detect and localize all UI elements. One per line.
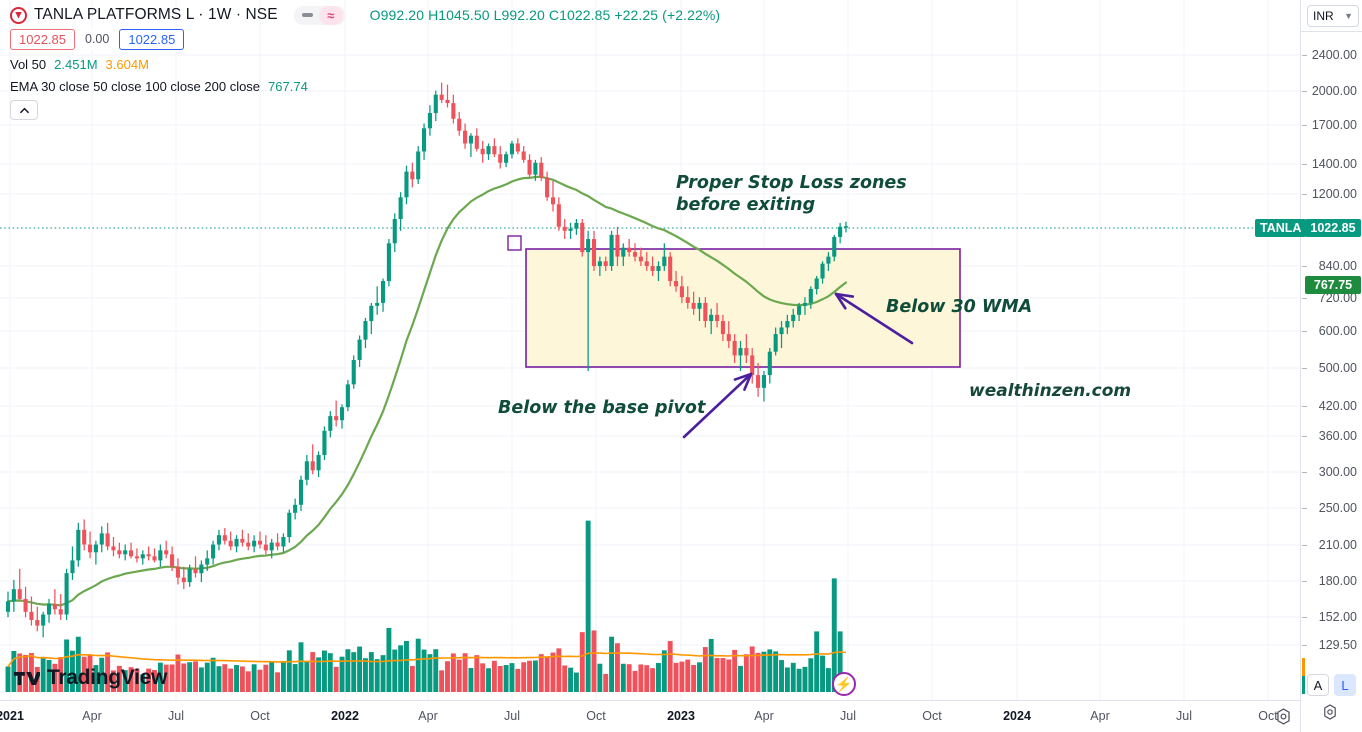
price-tick-mark — [1302, 472, 1307, 473]
price-tick-label: 500.00 — [1318, 361, 1357, 375]
price-scale[interactable]: INR ▼ 2400.00 2000.00 1700.00 1400.00 1200.0… — [1255, 0, 1362, 732]
price-scale-settings-icon[interactable] — [1322, 704, 1338, 720]
ema-price-tag: 767.75 — [1305, 276, 1361, 294]
time-tick-label: Oct — [922, 709, 942, 723]
price-tick-mark — [1302, 298, 1307, 299]
chart-canvas[interactable] — [0, 0, 1300, 700]
price-tick-mark — [1302, 194, 1307, 195]
time-scale[interactable]: 2021 Apr Jul Oct 2022 Apr Jul Oct 2023 Apr Jul Oct 2… — [0, 700, 1300, 732]
volume-series[interactable] — [5, 520, 849, 692]
price-tick-label: 720.00 — [1318, 291, 1357, 305]
replay-lightning-icon[interactable]: ⚡ — [832, 672, 856, 696]
below-base-pivot-arrow[interactable] — [682, 372, 753, 439]
tradingview-logo-text: TradingView — [47, 666, 168, 689]
below-30-wma-arrow[interactable] — [834, 292, 914, 345]
time-tick-label: 2023 — [667, 709, 695, 723]
price-tick-mark — [1302, 91, 1307, 92]
currency-selector[interactable]: INR ▼ — [1307, 5, 1359, 27]
collapse-legend-button[interactable] — [10, 100, 38, 120]
candlestick-series[interactable] — [5, 82, 849, 638]
time-tick-label: 2024 — [1003, 709, 1031, 723]
time-tick-label: Jul — [1176, 709, 1192, 723]
current-price-tag: 1022.85 — [1305, 219, 1361, 237]
scale-mode-buttons[interactable]: A L — [1307, 674, 1356, 696]
time-scale-settings-icon[interactable] — [1275, 708, 1292, 725]
time-tick-label: Oct — [250, 709, 270, 723]
below-30-wma-note: Below 30 WMA — [886, 297, 1033, 317]
price-tick-mark — [1302, 266, 1307, 267]
time-tick-label: Jul — [168, 709, 184, 723]
chevron-down-icon: ▼ — [1344, 11, 1353, 21]
time-tick-label: Jul — [504, 709, 520, 723]
price-tick-label: 129.50 — [1318, 638, 1357, 652]
below-base-pivot-note: Below the base pivot — [498, 398, 706, 418]
entry-marker-box[interactable] — [507, 235, 522, 251]
price-tick-mark — [1302, 125, 1307, 126]
log-scale-button[interactable]: L — [1334, 674, 1356, 696]
time-tick-label: Oct — [1258, 709, 1278, 723]
price-tick-label: 420.00 — [1318, 399, 1357, 413]
price-tick-mark — [1302, 368, 1307, 369]
price-tick-mark — [1302, 164, 1307, 165]
stop-loss-note: Proper Stop Loss zones before exiting — [676, 173, 907, 216]
currency-label: INR — [1313, 9, 1334, 23]
price-tick-mark — [1302, 55, 1307, 56]
time-tick-label: Jul — [840, 709, 856, 723]
price-tick-mark — [1302, 436, 1307, 437]
ema-30-line — [6, 175, 848, 607]
price-tick-mark — [1302, 645, 1307, 646]
price-tick-label: 1200.00 — [1311, 187, 1357, 201]
watermark-note: wealthinzen.com — [969, 381, 1132, 401]
price-tick-label: 300.00 — [1318, 465, 1357, 479]
price-tick-label: 2400.00 — [1311, 48, 1357, 62]
price-tick-mark — [1302, 581, 1307, 582]
price-tick-label: 1400.00 — [1311, 157, 1357, 171]
time-tick-label: 2022 — [331, 709, 359, 723]
price-tick-label: 600.00 — [1318, 324, 1357, 338]
price-tick-mark — [1302, 508, 1307, 509]
time-tick-label: Apr — [754, 709, 774, 723]
time-tick-label: Apr — [82, 709, 102, 723]
price-tick-mark — [1302, 406, 1307, 407]
chevron-up-icon — [19, 107, 29, 113]
price-tick-label: 360.00 — [1318, 429, 1357, 443]
symbol-price-tag: TANLA — [1255, 219, 1307, 237]
price-tick-label: 210.00 — [1318, 538, 1357, 552]
legend-collapse-row — [0, 94, 720, 120]
auto-scale-button[interactable]: A — [1307, 674, 1329, 696]
time-tick-label: Apr — [418, 709, 438, 723]
price-tick-label: 1700.00 — [1311, 118, 1357, 132]
price-tick-label: 180.00 — [1318, 574, 1357, 588]
price-tick-label: 840.00 — [1318, 259, 1357, 273]
price-tick-mark — [1302, 617, 1307, 618]
time-tick-label: 2021 — [0, 709, 24, 723]
price-tick-mark — [1302, 331, 1307, 332]
price-tick-label: 250.00 — [1318, 501, 1357, 515]
tradingview-watermark: TradingView — [14, 666, 167, 690]
volume-ma-50-line — [7, 651, 847, 668]
price-tick-label: 2000.00 — [1311, 84, 1357, 98]
price-tick-label: 152.00 — [1318, 610, 1357, 624]
tradingview-logo-icon — [14, 671, 40, 685]
price-tick-mark — [1302, 545, 1307, 546]
stop-loss-zone-box[interactable] — [525, 248, 961, 368]
time-tick-label: Apr — [1090, 709, 1110, 723]
time-tick-label: Oct — [586, 709, 606, 723]
